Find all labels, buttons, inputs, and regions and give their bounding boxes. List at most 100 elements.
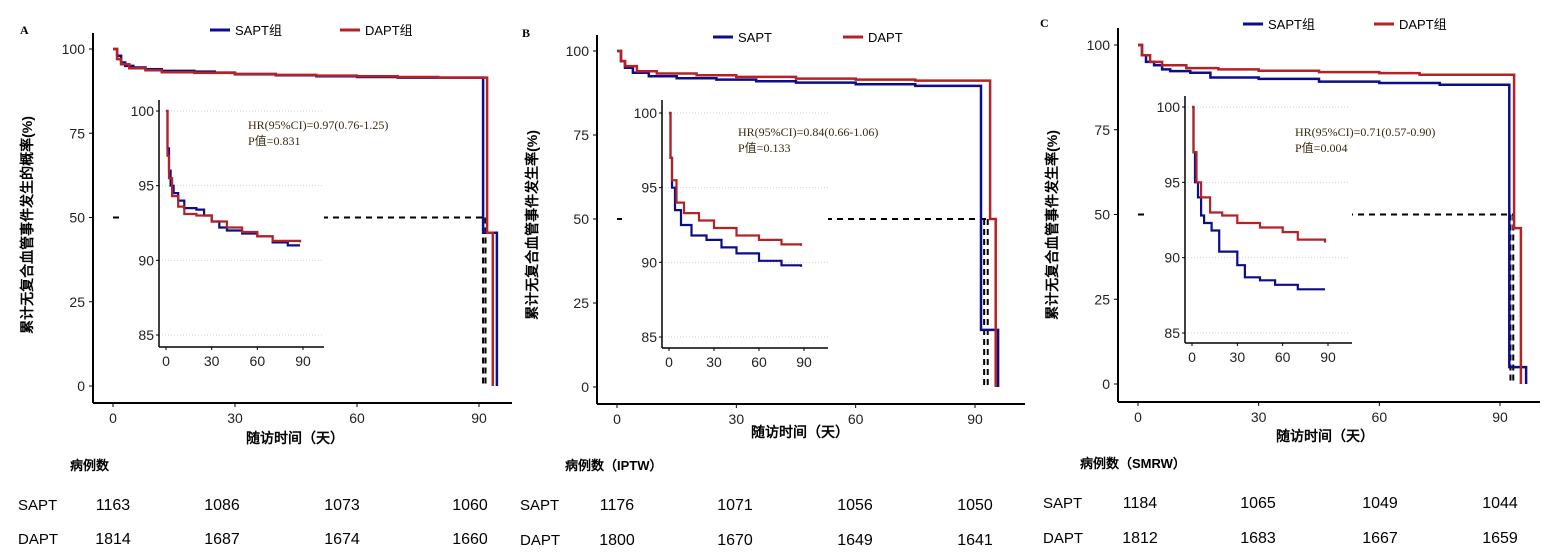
- risk-row-label: SAPT: [18, 497, 57, 514]
- x-tick-label: 60: [1372, 409, 1388, 425]
- y-tick-label: 25: [573, 295, 589, 311]
- inset-x-tick-label: 0: [665, 354, 673, 370]
- risk-count: 1670: [717, 532, 753, 549]
- hazard-ratio-text: HR(95%CI)=0.71(0.57-0.90): [1295, 125, 1435, 139]
- risk-count: 1683: [1240, 530, 1276, 547]
- inset-x-tick-label: 0: [162, 353, 170, 369]
- y-tick-label: 50: [1094, 207, 1110, 223]
- risk-count: 1163: [96, 497, 131, 514]
- inset-y-tick-label: 90: [138, 252, 154, 268]
- km-curve-dapt: [113, 47, 495, 386]
- y-tick-label: 100: [566, 43, 590, 59]
- inset-y-tick-label: 95: [1164, 174, 1180, 190]
- risk-count: 1814: [95, 531, 131, 548]
- risk-count: 1687: [204, 531, 240, 548]
- legend-label-dapt: DAPT组: [365, 23, 413, 38]
- inset-x-tick-label: 60: [1275, 349, 1291, 365]
- y-tick-label: 100: [1087, 37, 1111, 53]
- risk-row-label: DAPT: [520, 532, 560, 549]
- x-tick-label: 30: [227, 410, 243, 426]
- inset-y-tick-label: 100: [634, 105, 658, 121]
- y-tick-label: 50: [573, 211, 589, 227]
- legend-label-dapt: DAPT: [868, 30, 903, 45]
- inset-background: [119, 95, 324, 372]
- risk-row-label: SAPT: [1043, 495, 1082, 512]
- risk-row-label: DAPT: [18, 531, 58, 548]
- risk-count: 1800: [599, 532, 635, 549]
- inset-y-tick-label: 95: [138, 178, 154, 194]
- y-tick-label: 0: [1102, 376, 1110, 392]
- y-axis-title: 累计无复合血管事件发生的概率(%): [19, 116, 35, 334]
- risk-count: 1667: [1362, 530, 1398, 547]
- risk-row-label: DAPT: [1043, 530, 1083, 547]
- x-tick-label: 90: [967, 411, 983, 427]
- y-tick-label: 75: [69, 125, 85, 141]
- risk-count: 1086: [204, 497, 240, 514]
- inset-km-curve-dapt: [1192, 105, 1327, 243]
- y-tick-label: 75: [1094, 122, 1110, 138]
- inset-y-tick-label: 100: [131, 103, 155, 119]
- risk-count: 1044: [1482, 495, 1518, 512]
- inset-plot: 85 90 95 100 0 30 60 90 HR(95%CI)=0.71(0.57-0.90…: [1145, 91, 1435, 368]
- inset-x-tick-label: 30: [1230, 349, 1246, 365]
- inset-km-curve-dapt: [669, 111, 803, 246]
- inset-plot: 85 90 95 100 0 30 60 90 HR(95%CI)=0.97(0.76-1.25…: [119, 95, 388, 372]
- inset-y-tick-label: 100: [1157, 99, 1181, 115]
- inset-x-tick-label: 30: [706, 354, 722, 370]
- km-curve-dapt: [1138, 43, 1523, 384]
- risk-count: 1050: [957, 497, 993, 514]
- legend-label-dapt: DAPT组: [1399, 17, 1447, 32]
- risk-count: 1176: [600, 497, 635, 514]
- y-tick-label: 100: [62, 41, 86, 57]
- risk-count: 1073: [324, 497, 360, 514]
- risk-count: 1056: [837, 497, 873, 514]
- y-tick-label: 0: [77, 378, 85, 394]
- risk-table-title: 病例数（IPTW）: [565, 458, 663, 473]
- inset-y-tick-label: 85: [1164, 325, 1180, 341]
- x-tick-label: 0: [109, 410, 117, 426]
- hazard-ratio-text: HR(95%CI)=0.84(0.66-1.06): [738, 125, 878, 139]
- x-tick-label: 90: [471, 410, 487, 426]
- risk-count: 1065: [1240, 495, 1276, 512]
- inset-x-tick-label: 0: [1188, 349, 1196, 365]
- risk-table: 病例数（SMRW） SAPT 1184 1065 1049 1044 DAPT 1812 168…: [1043, 456, 1518, 547]
- hazard-ratio-text: HR(95%CI)=0.97(0.76-1.25): [248, 118, 388, 132]
- x-tick-label: 30: [729, 411, 745, 427]
- risk-table: 病例数（IPTW） SAPT 1176 1071 1056 1050 DAPT 1800 167…: [520, 458, 993, 549]
- y-axis-title: 累计无复合血管事件发生率(%): [524, 130, 540, 320]
- panel-label: C: [1040, 16, 1049, 30]
- inset-y-tick-label: 90: [1164, 250, 1180, 266]
- risk-count: 1049: [1362, 495, 1398, 512]
- km-curve-dapt: [617, 49, 997, 387]
- legend-label-sapt: SAPT: [738, 30, 772, 45]
- inset-x-tick-label: 90: [796, 354, 812, 370]
- legend-label-sapt: SAPT组: [1268, 17, 1315, 32]
- risk-count: 1184: [1123, 495, 1158, 512]
- inset-y-tick-label: 90: [641, 254, 657, 270]
- inset-x-tick-label: 30: [204, 353, 220, 369]
- p-value-text: P值=0.004: [1295, 140, 1347, 155]
- y-tick-label: 75: [573, 127, 589, 143]
- legend-label-sapt: SAPT组: [235, 23, 282, 38]
- risk-count: 1659: [1482, 530, 1518, 547]
- inset-y-tick-label: 85: [138, 327, 154, 343]
- x-tick-label: 0: [613, 411, 621, 427]
- x-tick-label: 90: [1492, 409, 1508, 425]
- risk-count: 1060: [452, 497, 488, 514]
- inset-x-tick-label: 60: [250, 353, 266, 369]
- p-value-text: P值=0.133: [738, 140, 790, 155]
- p-value-text: P值=0.831: [248, 133, 300, 148]
- x-tick-label: 0: [1134, 409, 1142, 425]
- panel-label: B: [522, 26, 530, 40]
- risk-count: 1649: [837, 532, 873, 549]
- y-tick-label: 25: [69, 294, 85, 310]
- y-tick-label: 25: [1094, 291, 1110, 307]
- x-tick-label: 60: [848, 411, 864, 427]
- inset-km-curve-dapt: [166, 109, 302, 243]
- inset-x-tick-label: 90: [295, 353, 311, 369]
- panel-label: A: [20, 23, 29, 37]
- inset-x-tick-label: 90: [1320, 349, 1336, 365]
- risk-count: 1674: [324, 531, 360, 548]
- x-axis-title: 随访时间（天）: [751, 424, 849, 440]
